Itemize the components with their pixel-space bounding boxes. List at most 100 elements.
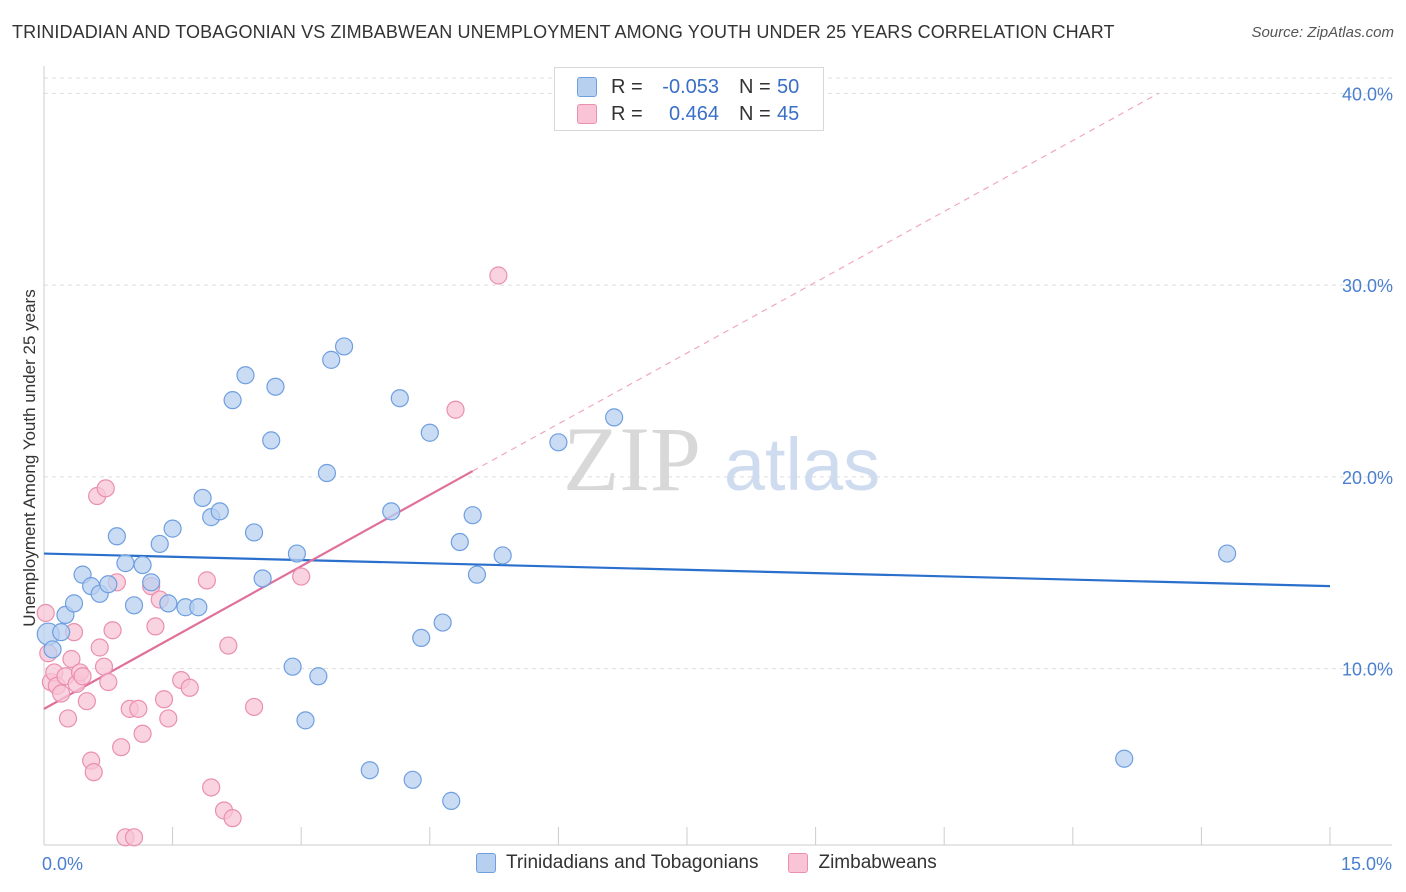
point-trinidadians — [1115, 749, 1134, 768]
point-zimbabweans — [219, 636, 238, 655]
point-zimbabweans — [446, 400, 465, 419]
point-zimbabweans — [112, 738, 131, 757]
point-trinidadians — [99, 575, 118, 594]
point-zimbabweans — [159, 709, 178, 728]
point-trinidadians — [403, 770, 422, 789]
n-label: N = — [739, 75, 771, 98]
point-zimbabweans — [197, 571, 216, 590]
point-zimbabweans — [146, 617, 165, 636]
legend-item-trinidadians[interactable]: Trinidadians and Tobagonians — [476, 852, 758, 874]
legend-label: Zimbabweans — [818, 852, 937, 873]
point-zimbabweans — [90, 638, 109, 657]
point-zimbabweans — [223, 809, 242, 828]
point-trinidadians — [463, 506, 482, 525]
point-trinidadians — [442, 791, 461, 810]
point-trinidadians — [450, 532, 469, 552]
blue-swatch — [476, 853, 496, 873]
r-label: R = — [611, 75, 643, 98]
point-zimbabweans — [202, 778, 221, 797]
legend-item-zimbabweans[interactable]: Zimbabweans — [788, 852, 937, 874]
watermark-atlas: atlas — [724, 423, 880, 506]
point-trinidadians — [334, 337, 354, 356]
point-trinidadians — [163, 519, 182, 538]
point-trinidadians — [605, 408, 624, 427]
point-zimbabweans — [103, 621, 122, 640]
legend-row-trinidadians: R = -0.053 N = 50 — [577, 75, 799, 99]
point-trinidadians — [287, 544, 307, 563]
x-tick-label-min: 0.0% — [42, 854, 83, 874]
point-zimbabweans — [124, 828, 144, 847]
legend-label: Trinidadians and Tobagonians — [506, 852, 759, 873]
n-value: 45 — [777, 102, 800, 125]
point-trinidadians — [283, 657, 302, 676]
watermark-zip: ZIP — [563, 408, 701, 510]
watermark: ZIP atlas — [563, 408, 880, 510]
n-label: N = — [739, 102, 771, 125]
point-trinidadians — [433, 613, 452, 632]
point-trinidadians — [317, 463, 337, 483]
point-zimbabweans — [96, 479, 115, 498]
y-tick-label: 10.0% — [1342, 660, 1393, 680]
point-zimbabweans — [133, 724, 152, 743]
r-label: R = — [611, 102, 643, 125]
point-zimbabweans — [129, 699, 148, 718]
point-trinidadians — [159, 594, 178, 613]
point-trinidadians — [244, 523, 264, 542]
point-zimbabweans — [489, 266, 508, 285]
point-trinidadians — [124, 596, 144, 615]
axes — [43, 66, 1392, 846]
trendlines — [43, 92, 1331, 710]
y-tick-label: 40.0% — [1342, 84, 1393, 104]
point-trinidadians — [266, 377, 285, 396]
trendline-trinidadians — [43, 552, 1331, 588]
point-zimbabweans — [77, 692, 96, 711]
point-zimbabweans — [94, 657, 114, 676]
blue-swatch — [577, 77, 597, 97]
trendline-zimbabweans-extension — [472, 92, 1159, 472]
r-value: -0.053 — [662, 75, 719, 98]
x-tick-label-max: 15.0% — [1341, 854, 1392, 874]
point-trinidadians — [467, 565, 487, 584]
point-zimbabweans — [180, 678, 199, 697]
point-zimbabweans — [73, 667, 92, 686]
r-value: 0.464 — [668, 102, 719, 125]
point-zimbabweans — [62, 649, 81, 669]
point-trinidadians — [116, 554, 135, 573]
point-trinidadians — [189, 598, 208, 617]
n-value: 50 — [777, 75, 800, 98]
correlation-legend: R = -0.053 N = 50 R = 0.464 N = 45 — [554, 67, 824, 131]
y-tick-label: 30.0% — [1342, 276, 1393, 296]
tick-labels: 10.0% 20.0% 30.0% 40.0% 0.0% 15.0% — [42, 84, 1393, 874]
point-zimbabweans — [84, 763, 103, 782]
pink-swatch — [577, 104, 597, 124]
point-trinidadians — [210, 502, 229, 521]
point-trinidadians — [322, 350, 341, 369]
data-points — [36, 266, 1237, 847]
source-label: Source: ZipAtlas.com — [1251, 24, 1394, 41]
point-trinidadians — [493, 546, 512, 565]
point-trinidadians — [390, 389, 409, 408]
point-trinidadians — [142, 573, 161, 592]
point-trinidadians — [296, 711, 315, 730]
point-trinidadians — [412, 628, 431, 648]
point-trinidadians — [52, 623, 71, 642]
y-tick-label: 20.0% — [1342, 468, 1393, 488]
point-trinidadians — [309, 667, 328, 686]
legend-row-zimbabweans: R = 0.464 N = 45 — [577, 102, 799, 126]
point-trinidadians — [360, 761, 379, 780]
point-trinidadians — [150, 534, 169, 554]
point-trinidadians — [223, 391, 242, 410]
point-zimbabweans — [99, 672, 118, 692]
series-legend: Trinidadians and Tobagonians Zimbabweans — [476, 852, 967, 874]
point-trinidadians — [1218, 544, 1237, 563]
point-zimbabweans — [52, 684, 71, 703]
point-zimbabweans — [244, 697, 264, 717]
point-zimbabweans — [36, 603, 55, 623]
point-trinidadians — [43, 640, 62, 659]
point-zimbabweans — [154, 690, 174, 709]
pink-swatch — [788, 853, 809, 873]
point-trinidadians — [236, 366, 255, 385]
point-trinidadians — [420, 423, 439, 442]
point-trinidadians — [262, 431, 281, 450]
